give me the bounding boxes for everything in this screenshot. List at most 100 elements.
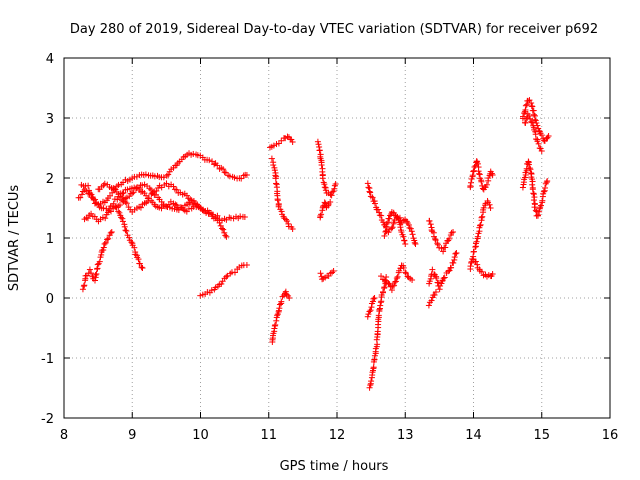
data-point bbox=[119, 215, 126, 222]
data-point bbox=[221, 169, 228, 176]
data-point bbox=[376, 306, 383, 313]
data-point bbox=[98, 251, 105, 258]
data-point bbox=[426, 218, 433, 225]
data-point bbox=[197, 292, 204, 299]
data-point bbox=[388, 225, 395, 232]
data-point bbox=[369, 194, 376, 201]
data-point bbox=[366, 308, 373, 315]
data-point bbox=[163, 172, 170, 179]
data-point bbox=[106, 205, 113, 212]
data-point bbox=[231, 269, 238, 276]
x-tick-label: 16 bbox=[602, 428, 619, 443]
data-point bbox=[322, 187, 329, 194]
x-tick-label: 15 bbox=[533, 428, 550, 443]
data-point bbox=[400, 264, 407, 271]
data-point bbox=[272, 321, 279, 328]
data-point bbox=[328, 192, 335, 199]
data-point bbox=[392, 278, 399, 285]
data-point bbox=[390, 209, 397, 216]
data-point bbox=[474, 160, 481, 167]
data-point bbox=[319, 175, 326, 182]
chart-title: Day 280 of 2019, Sidereal Day-to-day VTE… bbox=[70, 22, 598, 37]
data-point bbox=[386, 215, 393, 222]
data-point bbox=[190, 197, 197, 204]
data-point bbox=[467, 263, 474, 270]
data-point bbox=[276, 305, 283, 312]
data-point bbox=[394, 213, 401, 220]
data-point bbox=[131, 244, 138, 251]
x-tick-label: 8 bbox=[60, 428, 68, 443]
data-point bbox=[179, 204, 186, 211]
data-point bbox=[534, 212, 541, 219]
data-point bbox=[378, 212, 385, 219]
data-point bbox=[321, 184, 328, 191]
data-point bbox=[89, 193, 96, 200]
data-point bbox=[160, 201, 167, 208]
data-point bbox=[160, 174, 167, 181]
x-tick-label: 9 bbox=[128, 428, 136, 443]
data-point bbox=[126, 193, 133, 200]
data-point bbox=[432, 289, 439, 295]
data-point bbox=[104, 236, 111, 243]
data-point bbox=[104, 209, 111, 216]
data-point bbox=[522, 102, 529, 109]
data-point bbox=[365, 311, 372, 318]
data-point bbox=[530, 190, 537, 197]
data-point bbox=[115, 181, 122, 188]
data-point bbox=[318, 161, 325, 168]
data-point bbox=[427, 221, 434, 228]
data-point bbox=[440, 248, 447, 255]
data-point bbox=[400, 233, 407, 240]
data-point bbox=[367, 307, 374, 314]
data-point bbox=[531, 116, 538, 123]
data-point bbox=[432, 236, 439, 243]
data-point bbox=[317, 270, 324, 277]
data-point bbox=[473, 238, 480, 245]
data-point bbox=[374, 206, 381, 213]
data-point bbox=[123, 200, 130, 207]
data-point bbox=[100, 205, 107, 212]
data-point bbox=[278, 298, 285, 305]
data-point bbox=[321, 199, 328, 206]
data-point bbox=[141, 181, 148, 188]
y-tick-label: 4 bbox=[46, 52, 54, 67]
data-point bbox=[371, 295, 378, 301]
data-point bbox=[407, 225, 414, 232]
data-point bbox=[102, 215, 109, 222]
data-point bbox=[483, 181, 490, 188]
x-tick-label: 14 bbox=[465, 428, 482, 443]
data-point bbox=[529, 119, 536, 126]
data-point bbox=[384, 219, 391, 226]
data-point bbox=[397, 224, 404, 231]
data-point bbox=[319, 203, 326, 210]
data-point bbox=[450, 229, 457, 235]
data-point bbox=[539, 197, 546, 204]
data-point bbox=[197, 205, 204, 211]
data-point bbox=[204, 289, 211, 296]
data-point bbox=[401, 237, 408, 244]
data-point bbox=[402, 269, 409, 276]
data-point bbox=[380, 288, 387, 295]
data-point bbox=[116, 201, 123, 208]
data-point bbox=[145, 195, 152, 202]
data-point bbox=[386, 281, 393, 288]
data-point bbox=[536, 208, 543, 215]
data-point bbox=[122, 199, 129, 206]
data-point bbox=[474, 261, 481, 268]
data-point bbox=[519, 113, 526, 120]
data-point bbox=[468, 259, 475, 266]
data-point bbox=[318, 211, 325, 218]
data-point bbox=[431, 291, 438, 298]
data-point bbox=[283, 291, 290, 298]
x-tick-label: 11 bbox=[260, 428, 277, 443]
data-point bbox=[468, 179, 475, 186]
data-point bbox=[219, 225, 226, 232]
data-point bbox=[85, 182, 92, 189]
data-point bbox=[273, 180, 280, 187]
data-point bbox=[319, 276, 326, 283]
data-point bbox=[487, 205, 494, 211]
data-point bbox=[114, 196, 121, 203]
data-point bbox=[442, 244, 449, 251]
data-point bbox=[331, 185, 338, 192]
data-point bbox=[368, 304, 375, 311]
